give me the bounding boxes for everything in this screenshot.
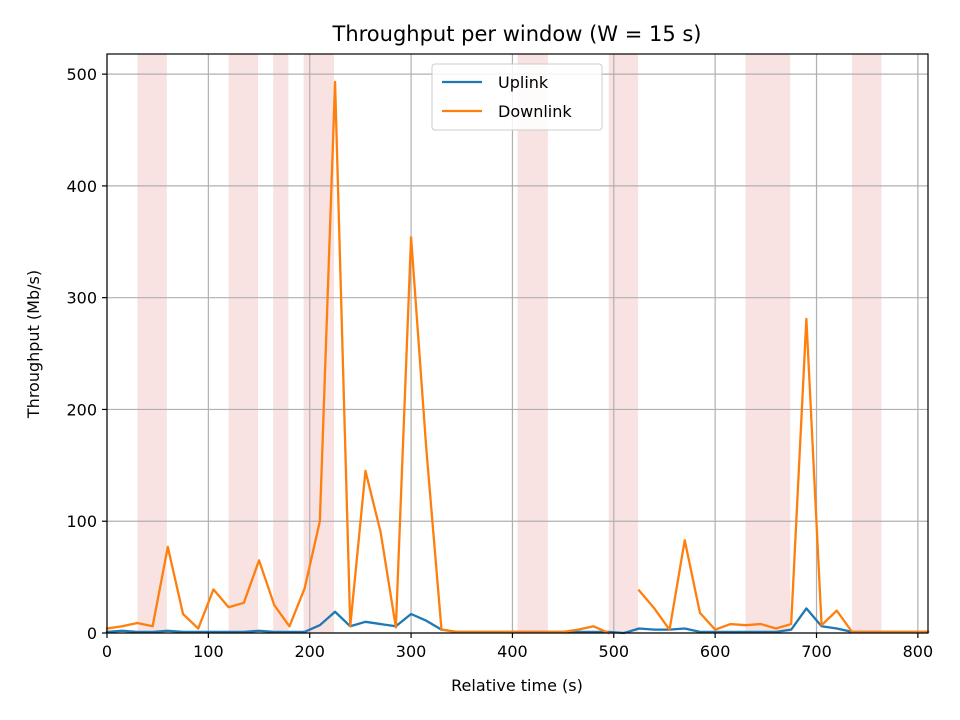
legend-label-downlink: Downlink <box>498 102 572 121</box>
shaded-interval-5 <box>608 54 639 633</box>
legend: Uplink Downlink <box>431 63 603 131</box>
x-tick-label: 800 <box>903 642 934 661</box>
x-tick-label: 700 <box>801 642 832 661</box>
series-downlink <box>105 80 930 635</box>
y-tick-label: 0 <box>87 624 97 643</box>
y-axis-label: Throughput (Mb/s) <box>24 270 43 419</box>
y-tick-label: 100 <box>66 512 97 531</box>
legend-box <box>431 63 603 131</box>
chart-title: Throughput per window (W = 15 s) <box>332 22 702 46</box>
axes-frame <box>106 53 929 634</box>
x-tick-label: 0 <box>102 642 112 661</box>
y-tick-label: 500 <box>66 65 97 84</box>
x-axis-label: Relative time (s) <box>451 676 583 695</box>
shaded-interval-6 <box>745 54 791 633</box>
y-tick-label: 300 <box>66 289 97 308</box>
shaded-interval-7 <box>851 54 882 633</box>
shaded-interval-3 <box>303 54 335 633</box>
x-tick-label: 200 <box>294 642 325 661</box>
x-tick-label: 300 <box>396 642 427 661</box>
x-tick-label: 100 <box>193 642 224 661</box>
plot-layers: 0 100 200 300 400 500 600 700 800 0 100 200 300 400 50… <box>66 53 934 661</box>
shaded-interval-0 <box>137 54 167 633</box>
shaded-interval-2 <box>273 54 289 633</box>
series-line-downlink <box>105 80 930 635</box>
y-tick-label: 200 <box>66 400 97 419</box>
x-tick-label: 400 <box>497 642 528 661</box>
y-tick-label: 400 <box>66 177 97 196</box>
x-tick-label: 500 <box>599 642 630 661</box>
shaded-interval-1 <box>228 54 259 633</box>
shaded-interval-4 <box>517 54 548 633</box>
x-tick-label: 600 <box>700 642 731 661</box>
legend-label-uplink: Uplink <box>498 73 549 92</box>
